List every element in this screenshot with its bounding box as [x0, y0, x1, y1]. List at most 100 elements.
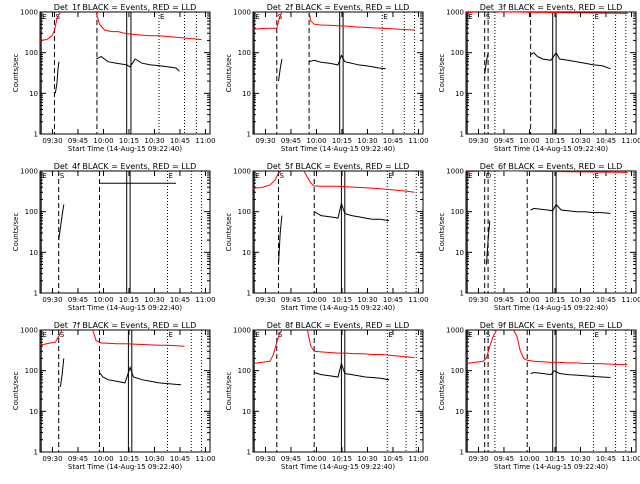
y-tick-label: 1000	[20, 168, 38, 176]
x-tick-label: 10:45	[596, 455, 616, 463]
y-axis-label: Counts/sec	[225, 372, 233, 411]
x-tick-label: 10:45	[383, 455, 403, 463]
x-tick-label: 10:30	[144, 137, 164, 145]
event-marker-label: E	[255, 172, 259, 180]
event-marker-label: E	[468, 172, 472, 180]
x-tick-label: 11:00	[621, 296, 640, 304]
x-tick-label: 10:30	[570, 137, 590, 145]
events-rate-line	[314, 361, 390, 381]
x-tick-label: 09:30	[255, 455, 275, 463]
x-tick-label: 10:30	[357, 455, 377, 463]
detector-panel: Det_5f BLACK = Events, RED = LLD 1 10 100 10…	[225, 162, 429, 312]
events-rate-line	[278, 215, 283, 265]
x-tick-label: 10:15	[545, 296, 565, 304]
x-tick-label: 10:00	[93, 296, 113, 304]
y-tick-label: 1	[460, 449, 464, 457]
x-tick-label: 09:30	[255, 296, 275, 304]
x-tick-label: 10:15	[332, 137, 352, 145]
y-tick-label: 10	[29, 408, 38, 416]
chart-title: Det_3f BLACK = Events, RED = LLD	[480, 3, 623, 12]
event-marker-label: E	[160, 13, 164, 21]
lld-rate-line	[308, 12, 415, 31]
y-axis-label: Counts/sec	[438, 372, 446, 411]
detector-panel: Det_7f BLACK = Events, RED = LLD 1 10 100 10…	[12, 321, 216, 471]
event-marker-label: E	[595, 331, 599, 339]
x-tick-label: 11:00	[195, 296, 215, 304]
x-tick-label: 10:30	[357, 137, 377, 145]
x-tick-label: 10:00	[306, 296, 326, 304]
x-tick-label: 11:00	[621, 455, 640, 463]
y-tick-label: 1000	[233, 168, 251, 176]
x-tick-label: 10:45	[170, 296, 190, 304]
lld-rate-line	[303, 171, 415, 193]
plot-frame	[39, 329, 211, 453]
x-tick-label: 09:45	[494, 296, 514, 304]
x-tick-label: 09:45	[68, 455, 88, 463]
detector-panel: Det_2f BLACK = Events, RED = LLD 1 10 100 10…	[225, 3, 429, 153]
x-tick-label: 09:30	[255, 137, 275, 145]
x-tick-label: 11:00	[195, 455, 215, 463]
y-tick-label: 100	[451, 208, 464, 216]
x-tick-label: 11:00	[408, 137, 428, 145]
x-tick-label: 10:00	[519, 137, 539, 145]
y-axis-label: Counts/sec	[225, 213, 233, 252]
x-tick-label: 10:00	[93, 455, 113, 463]
x-tick-label: 10:30	[570, 296, 590, 304]
y-tick-label: 10	[455, 90, 464, 98]
plot-frame	[465, 11, 637, 135]
lld-rate-line	[40, 330, 63, 346]
event-marker-label: S	[60, 172, 65, 180]
x-axis-label: Start Time (14-Aug-15 09:22:40)	[68, 304, 182, 312]
detector-panel: Det_6f BLACK = Events, RED = LLD 1 10 100 10…	[438, 162, 640, 312]
events-rate-line	[530, 51, 611, 70]
y-axis-label: Counts/sec	[438, 213, 446, 252]
y-axis-label: Counts/sec	[438, 54, 446, 93]
x-axis-label: Start Time (14-Aug-15 09:22:40)	[281, 463, 395, 471]
detector-panel: Det_8f BLACK = Events, RED = LLD 1 10 100 10…	[225, 321, 429, 471]
lld-rate-line	[466, 171, 628, 173]
chart-title: Det_2f BLACK = Events, RED = LLD	[267, 3, 410, 12]
chart-title: Det_7f BLACK = Events, RED = LLD	[54, 321, 197, 330]
chart-title: Det_9f BLACK = Events, RED = LLD	[480, 321, 623, 330]
events-rate-line	[59, 358, 65, 387]
x-tick-label: 10:45	[383, 296, 403, 304]
x-tick-label: 11:00	[408, 296, 428, 304]
x-tick-label: 10:45	[383, 137, 403, 145]
y-axis-label: Counts/sec	[12, 213, 20, 252]
x-tick-label: 11:00	[195, 137, 215, 145]
y-tick-label: 100	[238, 208, 251, 216]
x-tick-label: 10:30	[144, 455, 164, 463]
detector-panel: Det_4f BLACK = Events, RED = LLD 1 10 100 10…	[12, 162, 216, 312]
events-rate-line	[99, 365, 182, 386]
y-tick-label: 100	[25, 49, 38, 57]
x-tick-label: 09:45	[281, 455, 301, 463]
event-marker-label: E	[255, 331, 259, 339]
x-axis-label: Start Time (14-Aug-15 09:22:40)	[281, 145, 395, 153]
event-marker-label: E	[383, 13, 387, 21]
lld-rate-line	[92, 330, 185, 347]
x-tick-label: 10:15	[119, 455, 139, 463]
y-tick-label: 10	[455, 408, 464, 416]
y-tick-label: 10	[242, 408, 251, 416]
plot-frame	[39, 11, 211, 135]
y-tick-label: 1000	[20, 9, 38, 17]
y-tick-label: 100	[451, 49, 464, 57]
events-rate-line	[530, 370, 611, 378]
lld-rate-line	[95, 12, 202, 41]
chart-title: Det_8f BLACK = Events, RED = LLD	[267, 321, 410, 330]
chart-title: Det_1f BLACK = Events, RED = LLD	[54, 3, 197, 12]
event-marker-label: S	[60, 331, 65, 339]
plot-frame	[252, 170, 424, 294]
chart-title: Det_4f BLACK = Events, RED = LLD	[54, 162, 197, 171]
x-tick-label: 10:15	[119, 137, 139, 145]
events-rate-line	[95, 56, 180, 72]
x-axis-label: Start Time (14-Aug-15 09:22:40)	[281, 304, 395, 312]
lld-rate-line	[306, 330, 415, 359]
lld-rate-line	[466, 12, 628, 14]
lld-rate-line	[466, 330, 498, 364]
x-tick-label: 10:00	[306, 137, 326, 145]
x-tick-label: 10:00	[93, 137, 113, 145]
y-tick-label: 1	[460, 131, 464, 139]
x-tick-label: 10:15	[119, 296, 139, 304]
